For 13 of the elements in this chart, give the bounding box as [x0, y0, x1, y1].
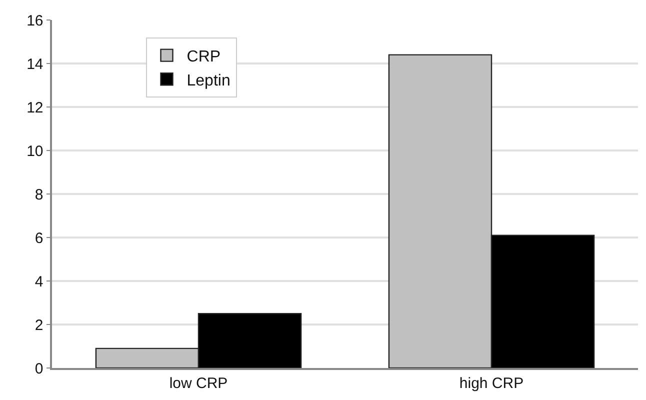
legend-label: Leptin — [186, 72, 230, 90]
x-tick-label: high CRP — [459, 374, 524, 392]
legend-label: CRP — [186, 48, 221, 66]
x-tick-label: low CRP — [169, 374, 228, 392]
y-tick-label: 14 — [26, 56, 44, 73]
y-tick-label: 4 — [34, 273, 44, 290]
y-tick-label: 6 — [34, 230, 44, 247]
y-tick-label: 0 — [34, 360, 44, 378]
y-tick-label: 8 — [34, 186, 44, 204]
y-tick-label: 2 — [34, 316, 44, 334]
y-tick-label: 10 — [26, 142, 44, 160]
y-tick-label: 16 — [26, 12, 44, 30]
y-tick-label: 12 — [26, 99, 44, 116]
